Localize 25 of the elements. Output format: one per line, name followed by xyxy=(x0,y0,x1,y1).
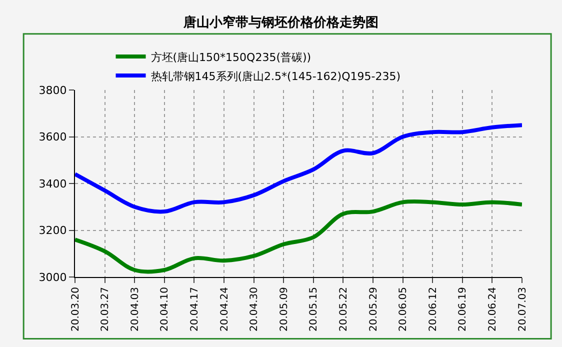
x-tick-label: 20.06.19 xyxy=(458,287,469,332)
y-tick-label: 3200 xyxy=(38,224,67,238)
line-series xyxy=(75,123,522,214)
legend-label: 方坯(唐山150*150Q235(普碳)) xyxy=(150,50,312,64)
x-tick-label: 20.04.17 xyxy=(189,287,200,332)
x-tick-label: 20.06.12 xyxy=(428,287,439,332)
x-tick-label: 20.04.24 xyxy=(219,287,230,332)
y-tick-label: 3800 xyxy=(38,84,67,97)
x-tick-label: 20.06.24 xyxy=(487,287,498,332)
x-tick-label: 20.04.10 xyxy=(160,287,171,332)
x-tick-label: 20.05.29 xyxy=(368,287,380,332)
y-tick-label: 3400 xyxy=(38,177,67,190)
y-tick-label: 3000 xyxy=(38,270,67,284)
x-tick-label: 20.07.03 xyxy=(517,287,528,332)
x-tick-label: 20.06.05 xyxy=(398,287,410,332)
x-tick-label: 20.04.03 xyxy=(130,287,141,332)
x-tick-label: 20.05.22 xyxy=(338,287,350,332)
legend-label: 热轧带钢145系列(唐山2.5*(145-162)Q195-235) xyxy=(150,70,400,83)
x-tick-label: 20.03.20 xyxy=(70,287,82,332)
chart-title: 唐山小窄带与钢坯价格价格走势图 xyxy=(182,14,378,30)
x-tick-label: 20.05.15 xyxy=(308,287,320,332)
x-tick-label: 20.05.09 xyxy=(278,287,290,332)
x-tick-label: 20.03.27 xyxy=(100,287,112,332)
y-tick-label: 3600 xyxy=(38,130,67,144)
x-tick-label: 20.04.30 xyxy=(249,287,260,332)
